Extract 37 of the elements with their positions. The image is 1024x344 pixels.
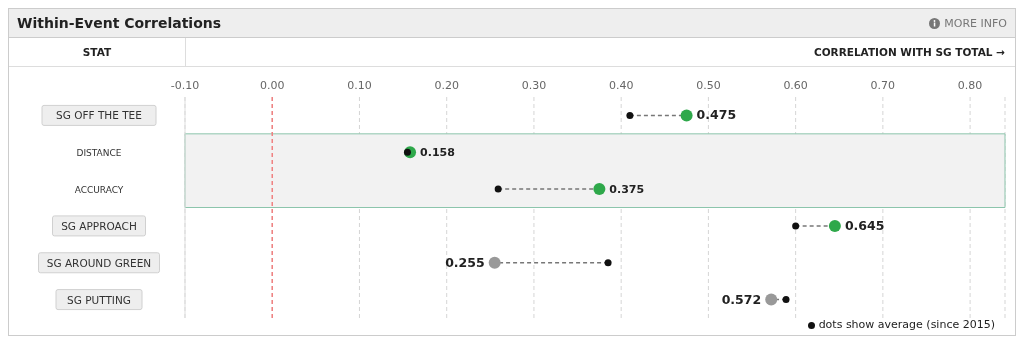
point — [792, 222, 800, 230]
x-axis-title: CORRELATION WITH SG TOTAL → — [812, 45, 1006, 60]
data-label: 0.475 — [696, 107, 737, 123]
x-tick-label: 0.30 — [521, 79, 547, 92]
x-tick-label: 0.40 — [608, 79, 634, 92]
x-tick-label: 0.80 — [957, 79, 983, 92]
x-tick-label: 0.10 — [347, 79, 372, 92]
point — [680, 109, 693, 122]
data-label: 0.572 — [721, 291, 762, 307]
point — [782, 296, 790, 304]
point — [593, 183, 606, 196]
y-tick-label: SG APPROACH — [61, 219, 137, 232]
y-tick-label: ACCURACY — [74, 185, 124, 196]
y-tick-label: SG AROUND GREEN — [46, 256, 152, 269]
point — [488, 256, 501, 269]
y-axis-title: STAT — [9, 38, 186, 66]
y-tick-label: DISTANCE — [76, 148, 122, 159]
x-tick-label: 0.60 — [783, 79, 808, 92]
text: MORE INFO — [943, 16, 1007, 30]
x-tick-label: 0.00 — [259, 79, 285, 92]
point — [626, 111, 634, 119]
x-tick-label: 0.20 — [434, 79, 459, 92]
data-label: 0.375 — [609, 183, 645, 197]
data-label: 0.158 — [420, 146, 455, 160]
point — [765, 293, 778, 306]
x-tick-label: 0.70 — [870, 79, 896, 92]
point — [828, 219, 841, 232]
chart-title: Within-Event Correlations — [17, 15, 222, 31]
data-label: 0.255 — [445, 254, 485, 270]
point — [494, 185, 502, 193]
y-tick-label: SG OFF THE TEE — [56, 109, 142, 122]
point — [604, 259, 612, 267]
x-tick-label: -0.10 — [170, 79, 200, 92]
legend-label: dots show average (since 2015) — [818, 318, 995, 331]
y-tick-label: SG PUTTING — [67, 293, 131, 306]
data-label: 0.645 — [844, 217, 885, 233]
x-tick-label: 0.50 — [696, 79, 721, 92]
